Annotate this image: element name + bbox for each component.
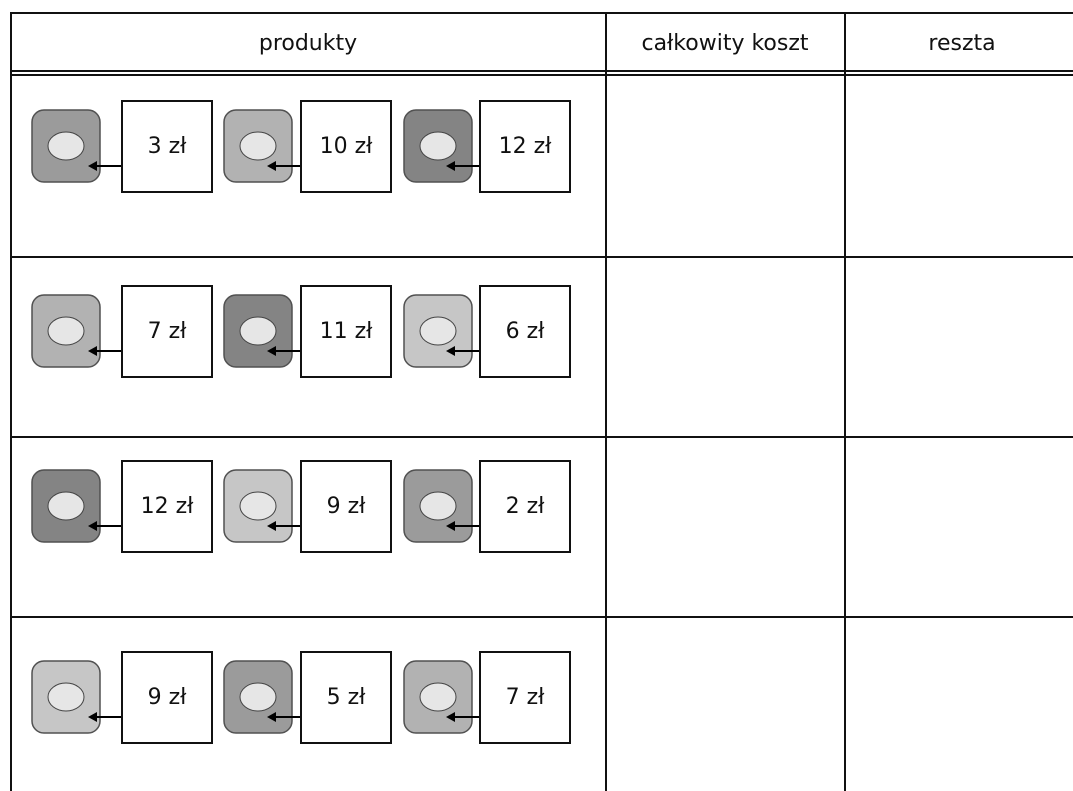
product-picture [31,660,101,734]
price-box [300,100,392,193]
header-total: całkowity koszt [641,31,808,56]
product-picture [31,109,101,183]
product-picture [403,109,473,183]
arrow-head [446,161,455,171]
arrow-head [88,521,97,531]
product-picture [403,469,473,543]
price-box [121,285,213,378]
product-detail [47,131,85,161]
price-box [479,460,571,553]
arrow-head [446,346,455,356]
price-label: 7 zł [148,319,188,344]
product-detail [47,316,85,346]
price-box [479,100,571,193]
price-label: 10 zł [320,134,374,159]
price-label: 3 zł [148,134,188,159]
arrow-head [446,712,455,722]
price-label: 9 zł [327,494,367,519]
arrow-head [267,161,276,171]
product-detail [47,682,85,712]
header-change: reszta [928,31,995,56]
product-detail [419,316,457,346]
arrow-head [267,521,276,531]
price-label: 11 zł [320,319,374,344]
price-box [121,651,213,744]
price-box [300,285,392,378]
arrow-head [267,346,276,356]
arrow-head [88,161,97,171]
price-box [121,100,213,193]
price-label: 6 zł [506,319,546,344]
product-picture [31,294,101,368]
product-detail [419,131,457,161]
product-picture [31,469,101,543]
product-picture [223,109,293,183]
price-label: 2 zł [506,494,546,519]
price-label: 5 zł [327,685,367,710]
price-box [300,651,392,744]
product-detail [419,491,457,521]
price-label: 12 zł [141,494,195,519]
table-frame [10,12,1073,791]
price-box [121,460,213,553]
price-label: 9 zł [148,685,188,710]
product-detail [239,316,277,346]
price-box [300,460,392,553]
price-label: 12 zł [499,134,553,159]
price-box [479,285,571,378]
product-picture [403,294,473,368]
arrow-head [267,712,276,722]
arrow-head [88,346,97,356]
product-picture [223,660,293,734]
arrow-head [88,712,97,722]
product-detail [239,491,277,521]
product-detail [47,491,85,521]
arrow-head [446,521,455,531]
product-detail [239,131,277,161]
product-detail [239,682,277,712]
header-products: produkty [259,31,357,56]
product-picture [223,469,293,543]
product-picture [223,294,293,368]
product-detail [419,682,457,712]
price-box [479,651,571,744]
price-label: 7 zł [506,685,546,710]
product-picture [403,660,473,734]
